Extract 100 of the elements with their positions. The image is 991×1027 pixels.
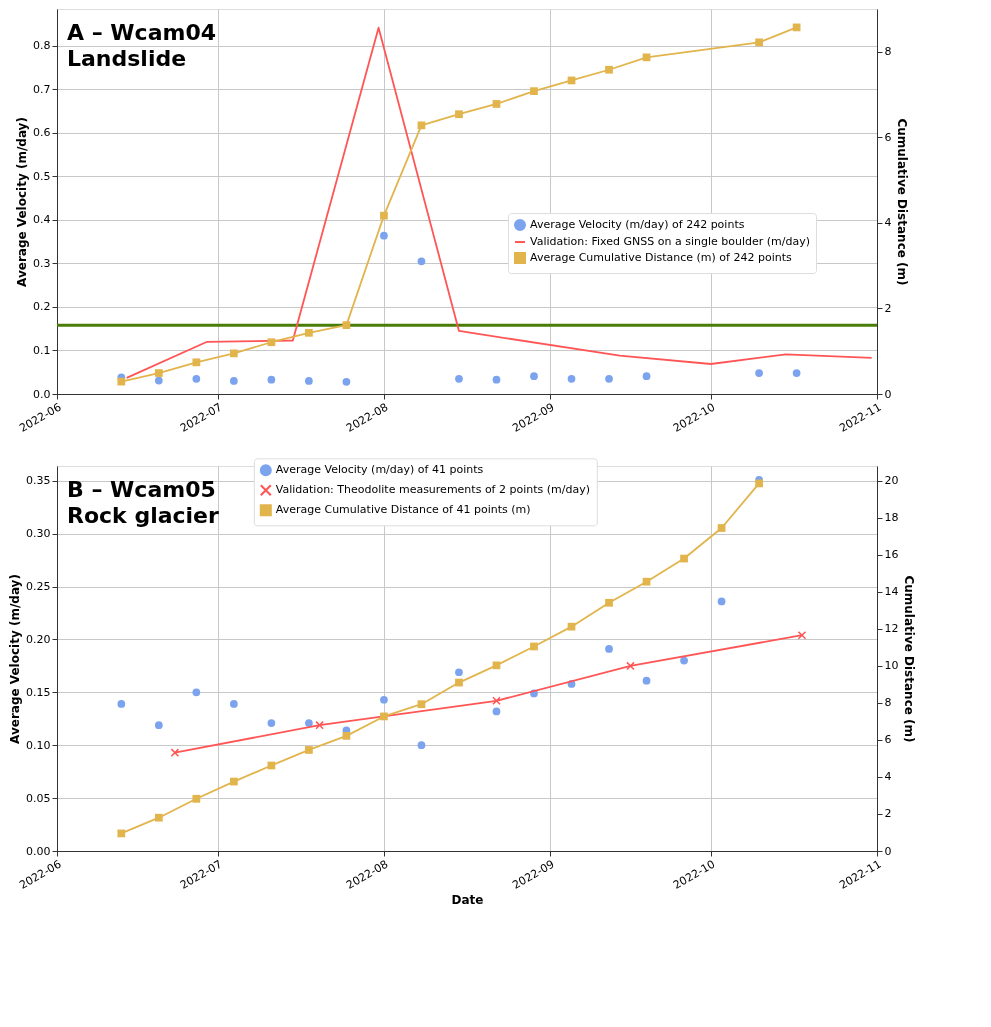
y-tick-label: 0.05 [26, 791, 51, 805]
y-axis-title: Average Velocity (m/day) [15, 117, 30, 287]
point [755, 479, 763, 488]
point [492, 707, 501, 716]
y-tick-label: 0.6 [33, 126, 51, 140]
y2-tick-label: 16 [884, 548, 899, 562]
y2-tick-label: 6 [884, 733, 892, 747]
point [605, 65, 613, 74]
y-tick-label: 0.2 [33, 300, 51, 314]
point [642, 53, 651, 62]
point [342, 377, 351, 386]
point [492, 375, 501, 384]
point [680, 656, 688, 665]
y-tick-label: 0.7 [33, 82, 51, 96]
y2-tick-label: 4 [884, 770, 892, 784]
point [192, 794, 201, 803]
point [455, 110, 463, 119]
point [192, 358, 201, 367]
point [530, 642, 538, 651]
point [755, 369, 763, 377]
point [642, 577, 651, 586]
point [267, 719, 276, 727]
point [117, 829, 126, 838]
point [380, 695, 388, 704]
y2-tick-label: 14 [884, 585, 899, 599]
point [567, 622, 576, 631]
y-tick-label: 0.1 [33, 344, 51, 357]
legend-label: Average Velocity (m/day) of 242 points [530, 218, 745, 232]
point [267, 375, 276, 384]
point [229, 377, 238, 385]
text: B – Wcam05 Rock glacier [67, 477, 220, 528]
y2-axis-title: Cumulative Distance (m) [895, 118, 910, 286]
y-tick-label: 0.0 [33, 387, 51, 401]
x-axis-title: Date [451, 893, 484, 908]
y-tick-label: 0.00 [26, 844, 51, 858]
point [605, 598, 613, 607]
point [154, 721, 163, 729]
point [530, 87, 538, 96]
point [342, 321, 351, 329]
point [492, 696, 501, 706]
point [154, 376, 163, 385]
legend-label: Validation: Fixed GNSS on a single boulder (m/day) [530, 235, 810, 249]
point [455, 678, 463, 687]
point [342, 732, 351, 740]
text: A – Wcam04 Landslide [67, 20, 217, 71]
point [680, 554, 688, 563]
point [229, 700, 238, 708]
y2-tick-label: 0 [884, 844, 892, 858]
point [417, 121, 426, 130]
point [229, 777, 238, 786]
y-tick-label: 0.8 [33, 39, 51, 53]
point [626, 661, 635, 671]
y2-tick-label: 0 [884, 387, 892, 401]
y2-tick-label: 4 [884, 216, 892, 230]
point [170, 748, 180, 757]
y2-tick-label: 2 [884, 301, 892, 315]
point [267, 338, 276, 347]
point [192, 374, 201, 383]
point [417, 741, 426, 750]
point [455, 668, 463, 677]
point [605, 374, 613, 383]
y-tick-label: 0.20 [26, 632, 51, 646]
y2-tick-label: 10 [884, 659, 899, 673]
y-tick-label: 0.30 [26, 527, 51, 541]
y2-tick-label: 12 [884, 622, 899, 636]
point [455, 374, 463, 383]
y-tick-label: 0.35 [26, 474, 51, 488]
point [717, 597, 726, 606]
point [642, 372, 651, 381]
point [755, 38, 763, 47]
y-tick-label: 0.25 [26, 580, 51, 594]
point [305, 746, 313, 754]
point [717, 524, 726, 532]
point [417, 257, 426, 266]
point [305, 328, 313, 337]
point [192, 688, 201, 697]
point [117, 700, 126, 708]
point [417, 700, 426, 709]
point [305, 377, 313, 385]
legend-label: Average Velocity (m/day) of 41 points [275, 463, 484, 477]
point [567, 374, 576, 383]
y-axis-title: Average Velocity (m/day) [8, 574, 23, 744]
point [380, 231, 388, 240]
y-tick-label: 0.3 [33, 256, 51, 270]
point [154, 813, 163, 822]
point [530, 372, 538, 381]
y-tick-label: 0.4 [33, 213, 51, 227]
point [492, 100, 501, 108]
y2-axis-title: Cumulative Distance (m) [902, 575, 917, 743]
y-tick-label: 0.10 [26, 738, 51, 752]
y2-tick-label: 2 [884, 807, 892, 821]
y-tick-label: 0.5 [33, 169, 51, 183]
y2-tick-label: 6 [884, 130, 892, 144]
y2-tick-label: 8 [884, 45, 892, 59]
point [797, 630, 807, 640]
point [305, 719, 313, 727]
legend-label: Average Cumulative Distance of 41 points (m) [275, 503, 531, 517]
y2-tick-label: 20 [884, 474, 899, 488]
legend-label: Validation: Theodolite measurements of 2 points (m/day) [275, 483, 590, 497]
point [380, 211, 388, 220]
